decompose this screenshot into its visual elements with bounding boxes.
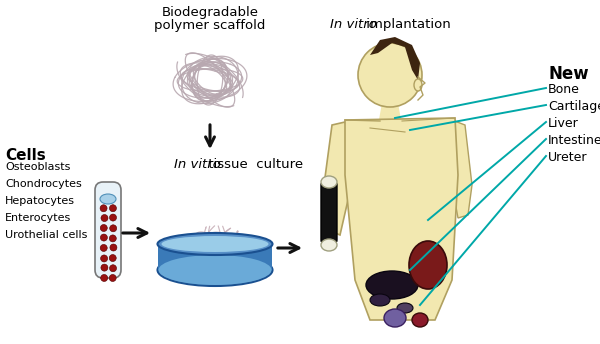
Text: Intestine: Intestine bbox=[548, 134, 600, 147]
Polygon shape bbox=[158, 244, 272, 270]
Ellipse shape bbox=[370, 294, 390, 306]
Ellipse shape bbox=[157, 254, 272, 286]
Circle shape bbox=[109, 235, 116, 242]
Circle shape bbox=[100, 245, 107, 251]
Polygon shape bbox=[378, 103, 402, 125]
Text: Liver: Liver bbox=[548, 117, 579, 130]
Polygon shape bbox=[345, 118, 458, 320]
Polygon shape bbox=[322, 122, 352, 235]
Circle shape bbox=[358, 43, 422, 107]
Text: In vitro: In vitro bbox=[330, 18, 377, 31]
Text: Biodegradable: Biodegradable bbox=[161, 6, 259, 19]
Ellipse shape bbox=[158, 255, 271, 285]
Text: Cells: Cells bbox=[5, 148, 46, 163]
Ellipse shape bbox=[412, 313, 428, 327]
FancyBboxPatch shape bbox=[95, 182, 121, 278]
Circle shape bbox=[110, 244, 117, 251]
Circle shape bbox=[109, 205, 116, 212]
Text: Ureter: Ureter bbox=[548, 151, 587, 164]
Ellipse shape bbox=[414, 79, 422, 91]
Ellipse shape bbox=[384, 309, 406, 327]
Circle shape bbox=[101, 255, 107, 262]
Circle shape bbox=[100, 225, 107, 232]
Text: Bone: Bone bbox=[548, 83, 580, 96]
Circle shape bbox=[110, 265, 116, 272]
Circle shape bbox=[101, 215, 108, 222]
Circle shape bbox=[110, 225, 116, 232]
Text: New: New bbox=[548, 65, 589, 83]
Polygon shape bbox=[370, 37, 420, 80]
Text: In vitro: In vitro bbox=[174, 158, 221, 171]
FancyBboxPatch shape bbox=[321, 182, 337, 243]
Text: tissue  culture: tissue culture bbox=[204, 158, 303, 171]
Ellipse shape bbox=[321, 239, 337, 251]
Circle shape bbox=[110, 214, 116, 221]
Text: polymer scaffold: polymer scaffold bbox=[154, 19, 266, 32]
Polygon shape bbox=[450, 120, 472, 218]
Text: Chondrocytes: Chondrocytes bbox=[5, 179, 82, 189]
Ellipse shape bbox=[161, 236, 269, 252]
Circle shape bbox=[109, 255, 116, 261]
Ellipse shape bbox=[100, 194, 116, 204]
Text: Enterocytes: Enterocytes bbox=[5, 213, 71, 223]
Text: implantation: implantation bbox=[362, 18, 451, 31]
Ellipse shape bbox=[157, 233, 272, 255]
Ellipse shape bbox=[321, 176, 337, 188]
Circle shape bbox=[101, 264, 108, 271]
Circle shape bbox=[101, 275, 107, 281]
Text: Urothelial cells: Urothelial cells bbox=[5, 230, 88, 240]
Ellipse shape bbox=[366, 271, 418, 299]
Text: Cartilage: Cartilage bbox=[548, 100, 600, 113]
Ellipse shape bbox=[397, 303, 413, 313]
Text: Hepatocytes: Hepatocytes bbox=[5, 196, 75, 206]
Ellipse shape bbox=[409, 241, 447, 289]
Text: Osteoblasts: Osteoblasts bbox=[5, 162, 70, 172]
Circle shape bbox=[100, 234, 107, 241]
Circle shape bbox=[100, 205, 107, 212]
Circle shape bbox=[109, 275, 116, 281]
